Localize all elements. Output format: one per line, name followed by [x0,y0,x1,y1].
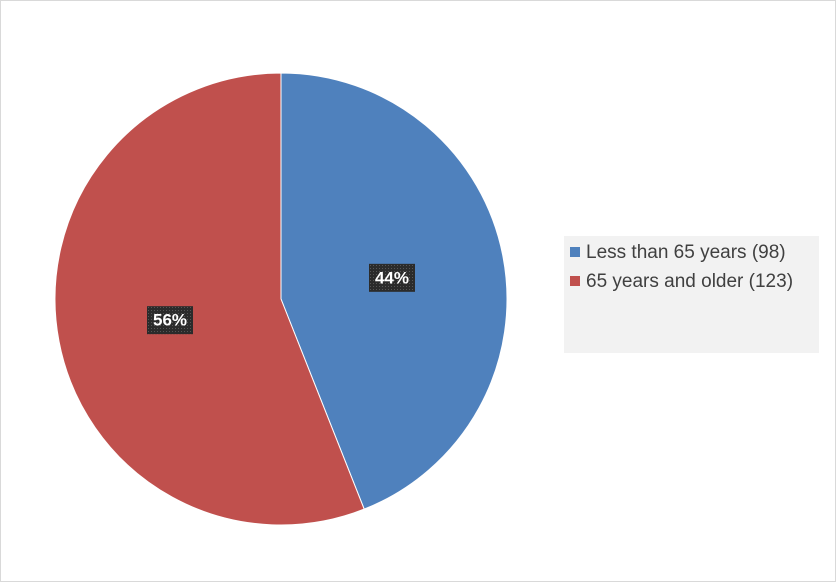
data-label-box [368,263,415,292]
legend: Less than 65 years (98) 65 years and olde… [564,236,819,353]
data-label-text: 56% [153,311,187,330]
legend-item: 65 years and older (123) [570,267,811,296]
data-label-text: 44% [375,268,409,287]
legend-label: 65 years and older (123) [586,271,794,292]
legend-label: Less than 65 years (98) [586,242,786,263]
legend-swatch [570,247,580,257]
data-label: 56% [147,306,194,335]
data-label: 44% [368,263,415,292]
legend-item: Less than 65 years (98) [570,238,811,267]
pie-slice [54,72,365,526]
data-label-box [147,306,194,335]
legend-swatch [570,276,580,286]
